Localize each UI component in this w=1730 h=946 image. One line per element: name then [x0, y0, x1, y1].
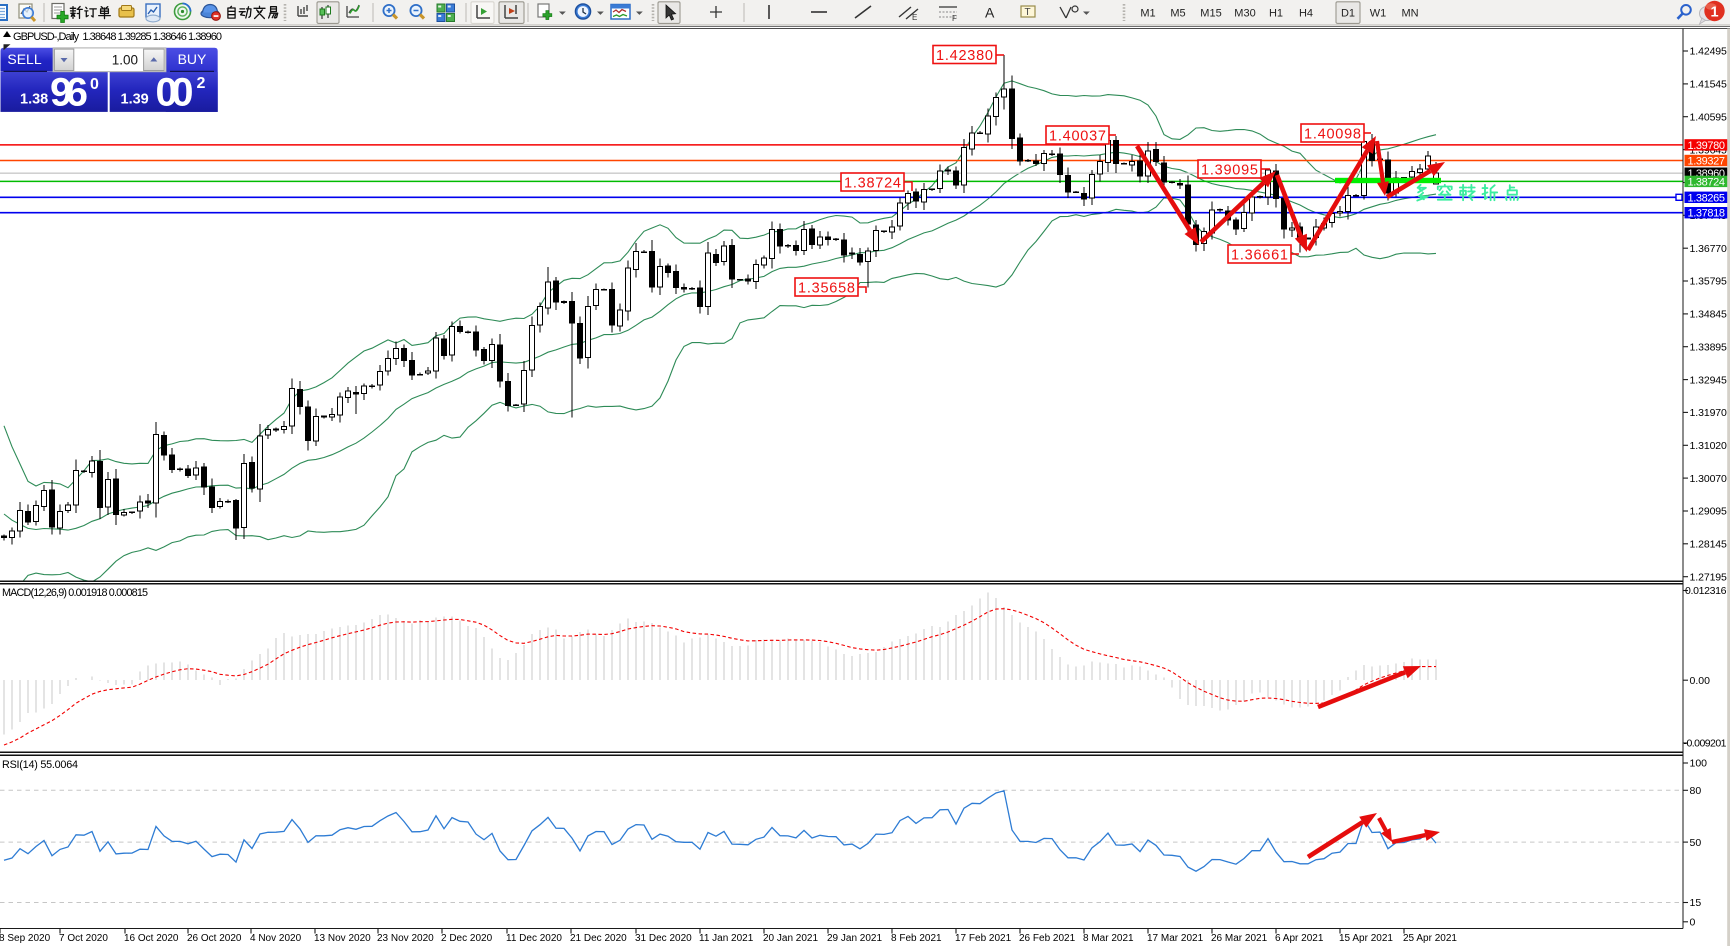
svg-text:15 Apr 2021: 15 Apr 2021	[1339, 933, 1393, 944]
svg-text:-0.009201: -0.009201	[1684, 738, 1727, 750]
svg-text:1.30070: 1.30070	[1690, 473, 1728, 485]
svg-text:1.40037: 1.40037	[1049, 129, 1106, 145]
svg-text:13 Nov 2020: 13 Nov 2020	[314, 933, 371, 944]
svg-text:BUY: BUY	[178, 51, 207, 67]
svg-text:100: 100	[1690, 758, 1708, 770]
svg-text:00: 00	[156, 71, 194, 115]
svg-text:T: T	[1025, 7, 1031, 18]
svg-text:H1: H1	[1269, 8, 1283, 20]
svg-text:0: 0	[90, 76, 99, 93]
svg-text:25 Apr 2021: 25 Apr 2021	[1403, 933, 1457, 944]
svg-text:2: 2	[197, 75, 206, 92]
svg-text:1.36770: 1.36770	[1690, 243, 1728, 255]
svg-text:A: A	[985, 5, 995, 21]
svg-text:1.38265: 1.38265	[1688, 192, 1726, 204]
svg-text:1.00: 1.00	[112, 52, 138, 67]
svg-text:1.39: 1.39	[121, 91, 149, 107]
svg-text:1.38724: 1.38724	[1688, 176, 1726, 188]
svg-text:1.37818: 1.37818	[1688, 208, 1726, 220]
svg-text:1.35658: 1.35658	[798, 281, 855, 297]
svg-text:21 Dec 2020: 21 Dec 2020	[570, 933, 627, 944]
svg-text:15: 15	[1690, 897, 1702, 909]
svg-text:GBPUSD-,Daily 1.38648 1.39285: GBPUSD-,Daily 1.38648 1.39285 1.38646 1.…	[13, 31, 222, 43]
svg-text:26 Feb 2021: 26 Feb 2021	[1019, 933, 1076, 944]
svg-text:1.33895: 1.33895	[1690, 341, 1728, 353]
svg-text:1.41545: 1.41545	[1690, 79, 1728, 91]
svg-text:26 Oct 2020: 26 Oct 2020	[187, 933, 242, 944]
svg-text:1: 1	[1710, 4, 1718, 20]
svg-text:80: 80	[1690, 785, 1702, 797]
svg-text:1.34845: 1.34845	[1690, 309, 1728, 321]
svg-text:1.38724: 1.38724	[844, 176, 901, 192]
svg-text:1.29095: 1.29095	[1690, 506, 1728, 518]
svg-text:M15: M15	[1200, 8, 1221, 20]
svg-text:31 Dec 2020: 31 Dec 2020	[635, 933, 692, 944]
svg-text:E: E	[912, 13, 917, 22]
svg-text:11 Dec 2020: 11 Dec 2020	[506, 933, 562, 944]
svg-text:SELL: SELL	[7, 51, 41, 67]
svg-text:50: 50	[1690, 837, 1702, 849]
svg-text:29 Jan 2021: 29 Jan 2021	[827, 933, 882, 944]
svg-text:1.32945: 1.32945	[1690, 374, 1728, 386]
svg-text:23 Nov 2020: 23 Nov 2020	[377, 933, 434, 944]
svg-text:1.35795: 1.35795	[1690, 276, 1728, 288]
svg-text:6 Apr 2021: 6 Apr 2021	[1275, 933, 1324, 944]
svg-text:M5: M5	[1170, 8, 1185, 20]
svg-text:17 Mar 2021: 17 Mar 2021	[1147, 933, 1204, 944]
svg-text:MACD(12,26,9) 0.001918 0.00081: MACD(12,26,9) 0.001918 0.000815	[2, 587, 148, 599]
svg-text:17 Feb 2021: 17 Feb 2021	[955, 933, 1012, 944]
svg-text:W1: W1	[1370, 8, 1387, 20]
svg-text:0: 0	[1690, 917, 1696, 929]
svg-text:RSI(14) 55.0064: RSI(14) 55.0064	[2, 759, 78, 771]
svg-text:1.39327: 1.39327	[1688, 156, 1726, 168]
svg-text:0.00: 0.00	[1690, 675, 1711, 687]
svg-text:1.39095: 1.39095	[1201, 163, 1258, 179]
svg-text:MN: MN	[1401, 8, 1418, 20]
svg-text:8 Sep 2020: 8 Sep 2020	[0, 933, 51, 944]
svg-text:H4: H4	[1299, 8, 1313, 20]
svg-text:4 Nov 2020: 4 Nov 2020	[250, 933, 302, 944]
svg-text:1.40098: 1.40098	[1304, 127, 1361, 143]
svg-text:16 Oct 2020: 16 Oct 2020	[124, 933, 179, 944]
svg-text:M1: M1	[1140, 8, 1155, 20]
svg-text:2 Dec 2020: 2 Dec 2020	[441, 933, 493, 944]
svg-text:7 Oct 2020: 7 Oct 2020	[59, 933, 108, 944]
svg-text:D1: D1	[1341, 8, 1355, 20]
svg-text:26 Mar 2021: 26 Mar 2021	[1211, 933, 1268, 944]
svg-text:96: 96	[50, 71, 88, 115]
svg-text:1.39780: 1.39780	[1688, 140, 1726, 152]
svg-text:1.38: 1.38	[20, 91, 48, 107]
svg-text:8 Mar 2021: 8 Mar 2021	[1083, 933, 1134, 944]
svg-text:20 Jan 2021: 20 Jan 2021	[763, 933, 818, 944]
svg-text:M30: M30	[1234, 8, 1255, 20]
svg-text:F: F	[952, 14, 957, 23]
svg-text:1.27195: 1.27195	[1690, 571, 1728, 583]
svg-text:8 Feb 2021: 8 Feb 2021	[891, 933, 942, 944]
svg-text:1.31020: 1.31020	[1690, 440, 1728, 452]
svg-text:1.28145: 1.28145	[1690, 539, 1728, 551]
svg-text:1.36661: 1.36661	[1231, 248, 1288, 264]
svg-text:11 Jan 2021: 11 Jan 2021	[699, 933, 754, 944]
svg-text:0.012316: 0.012316	[1685, 585, 1727, 597]
svg-text:1.42380: 1.42380	[936, 48, 993, 64]
svg-text:1.40595: 1.40595	[1690, 111, 1728, 123]
svg-text:1.42495: 1.42495	[1690, 46, 1728, 58]
svg-text:1.31970: 1.31970	[1690, 407, 1728, 419]
